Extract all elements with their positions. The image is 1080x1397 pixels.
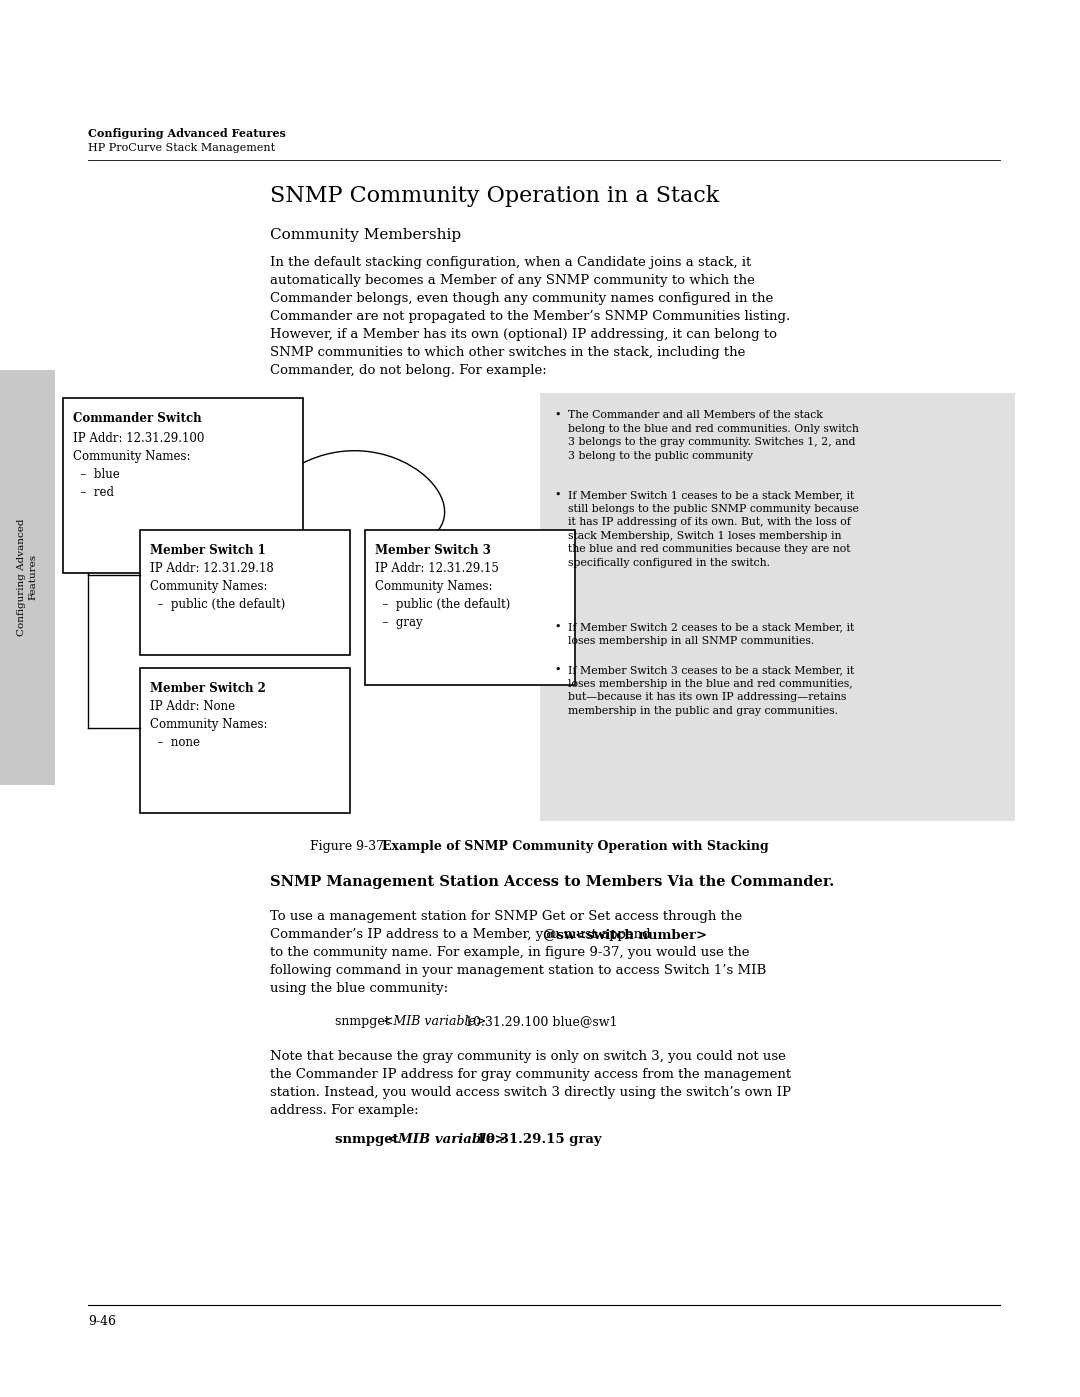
Text: Commander’s IP address to a Member, you must append: Commander’s IP address to a Member, you … xyxy=(270,928,654,942)
Text: •: • xyxy=(554,622,561,631)
Text: SNMP Management Station Access to Members Via the Commander.: SNMP Management Station Access to Member… xyxy=(270,875,834,888)
Text: <MIB variable>: <MIB variable> xyxy=(383,1016,486,1028)
Text: address. For example:: address. For example: xyxy=(270,1104,419,1118)
Text: snmpget: snmpget xyxy=(335,1016,394,1028)
Text: Configuring Advanced
Features: Configuring Advanced Features xyxy=(17,518,37,636)
Text: 10.31.29.15 gray: 10.31.29.15 gray xyxy=(472,1133,602,1146)
Text: automatically becomes a Member of any SNMP community to which the: automatically becomes a Member of any SN… xyxy=(270,274,755,286)
Text: –  red: – red xyxy=(73,486,114,499)
Text: If Member Switch 3 ceases to be a stack Member, it
loses membership in the blue : If Member Switch 3 ceases to be a stack … xyxy=(568,665,854,715)
Text: @sw<switch number>: @sw<switch number> xyxy=(543,928,707,942)
Text: –  blue: – blue xyxy=(73,468,120,481)
Text: <MIB variable>: <MIB variable> xyxy=(387,1133,505,1146)
FancyBboxPatch shape xyxy=(365,529,575,685)
Text: Member Switch 3: Member Switch 3 xyxy=(375,543,491,557)
Text: station. Instead, you would access switch 3 directly using the switch’s own IP: station. Instead, you would access switc… xyxy=(270,1085,791,1099)
Text: Configuring Advanced Features: Configuring Advanced Features xyxy=(87,129,286,138)
Text: The Commander and all Members of the stack
belong to the blue and red communitie: The Commander and all Members of the sta… xyxy=(568,409,859,461)
Text: –  public (the default): – public (the default) xyxy=(375,598,510,610)
Text: Community Membership: Community Membership xyxy=(270,228,461,242)
Text: Commander belongs, even though any community names configured in the: Commander belongs, even though any commu… xyxy=(270,292,773,305)
Text: 9-46: 9-46 xyxy=(87,1315,116,1329)
FancyBboxPatch shape xyxy=(140,668,350,813)
Text: Commander are not propagated to the Member’s SNMP Communities listing.: Commander are not propagated to the Memb… xyxy=(270,310,791,323)
Text: If Member Switch 1 ceases to be a stack Member, it
still belongs to the public S: If Member Switch 1 ceases to be a stack … xyxy=(568,490,859,569)
FancyBboxPatch shape xyxy=(540,393,1015,821)
Text: Community Names:: Community Names: xyxy=(150,718,268,731)
Text: –  gray: – gray xyxy=(375,616,422,629)
Text: –  public (the default): – public (the default) xyxy=(150,598,285,610)
Text: Member Switch 1: Member Switch 1 xyxy=(150,543,266,557)
Text: •: • xyxy=(554,490,561,500)
Text: Community Names:: Community Names: xyxy=(150,580,268,592)
Text: snmpget: snmpget xyxy=(335,1133,403,1146)
Text: SNMP Community Operation in a Stack: SNMP Community Operation in a Stack xyxy=(270,184,719,207)
Text: Note that because the gray community is only on switch 3, you could not use: Note that because the gray community is … xyxy=(270,1051,786,1063)
Text: IP Addr: 12.31.29.18: IP Addr: 12.31.29.18 xyxy=(150,562,273,576)
Text: •: • xyxy=(554,409,561,420)
Text: following command in your management station to access Switch 1’s MIB: following command in your management sta… xyxy=(270,964,766,977)
Text: using the blue community:: using the blue community: xyxy=(270,982,448,995)
Text: In the default stacking configuration, when a Candidate joins a stack, it: In the default stacking configuration, w… xyxy=(270,256,752,270)
Text: to the community name. For example, in figure 9-37, you would use the: to the community name. For example, in f… xyxy=(270,946,750,958)
Text: IP Addr: None: IP Addr: None xyxy=(150,700,235,712)
Text: IP Addr: 12.31.29.15: IP Addr: 12.31.29.15 xyxy=(375,562,499,576)
Text: Community Names:: Community Names: xyxy=(375,580,492,592)
Text: •: • xyxy=(554,665,561,675)
FancyBboxPatch shape xyxy=(140,529,350,655)
Text: HP ProCurve Stack Management: HP ProCurve Stack Management xyxy=(87,142,275,154)
Text: To use a management station for SNMP Get or Set access through the: To use a management station for SNMP Get… xyxy=(270,909,742,923)
Text: Member Switch 2: Member Switch 2 xyxy=(150,682,266,694)
Text: SNMP communities to which other switches in the stack, including the: SNMP communities to which other switches… xyxy=(270,346,745,359)
Text: Commander, do not belong. For example:: Commander, do not belong. For example: xyxy=(270,365,546,377)
FancyBboxPatch shape xyxy=(0,370,55,785)
Text: IP Addr: 12.31.29.100: IP Addr: 12.31.29.100 xyxy=(73,432,204,446)
Text: –  none: – none xyxy=(150,736,200,749)
Text: Example of SNMP Community Operation with Stacking: Example of SNMP Community Operation with… xyxy=(382,840,769,854)
Text: Community Names:: Community Names: xyxy=(73,450,190,462)
Text: 10.31.29.100 blue@sw1: 10.31.29.100 blue@sw1 xyxy=(461,1016,618,1028)
Text: However, if a Member has its own (optional) IP addressing, it can belong to: However, if a Member has its own (option… xyxy=(270,328,777,341)
Text: Commander Switch: Commander Switch xyxy=(73,412,202,425)
FancyBboxPatch shape xyxy=(63,398,303,573)
Text: the Commander IP address for gray community access from the management: the Commander IP address for gray commun… xyxy=(270,1067,792,1081)
Text: Figure 9-37.: Figure 9-37. xyxy=(310,840,396,854)
Text: If Member Switch 2 ceases to be a stack Member, it
loses membership in all SNMP : If Member Switch 2 ceases to be a stack … xyxy=(568,622,854,645)
